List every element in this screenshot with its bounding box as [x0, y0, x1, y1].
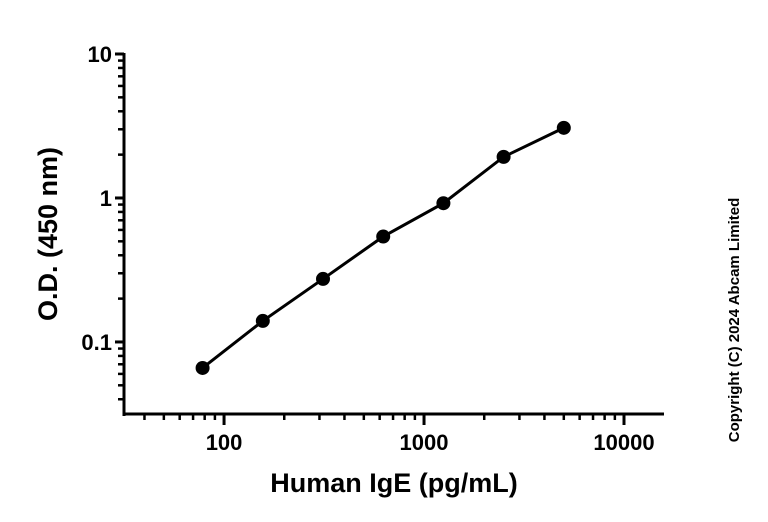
data-point [436, 196, 451, 211]
data-point [376, 229, 391, 244]
y-axis-label: O.D. (450 nm) [33, 147, 63, 321]
x-tick-label: 10000 [593, 430, 654, 455]
data-point [316, 271, 331, 286]
y-tick-label: 1 [100, 186, 112, 211]
x-axis-label: Human IgE (pg/mL) [270, 468, 517, 498]
data-point [556, 120, 571, 135]
data-series [195, 120, 571, 375]
data-point [496, 149, 511, 164]
x-tick-label: 1000 [400, 430, 449, 455]
x-tick-label: 100 [206, 430, 243, 455]
copyright-text: Copyright (C) 2024 Abcam Limited [726, 198, 743, 442]
y-tick-label: 0.1 [81, 330, 112, 355]
axes: 0.1 1 10 100 1000 10000 [81, 42, 664, 455]
data-point [195, 360, 210, 375]
data-point [255, 313, 270, 328]
y-tick-label: 10 [88, 42, 112, 67]
fit-curve [201, 126, 565, 370]
